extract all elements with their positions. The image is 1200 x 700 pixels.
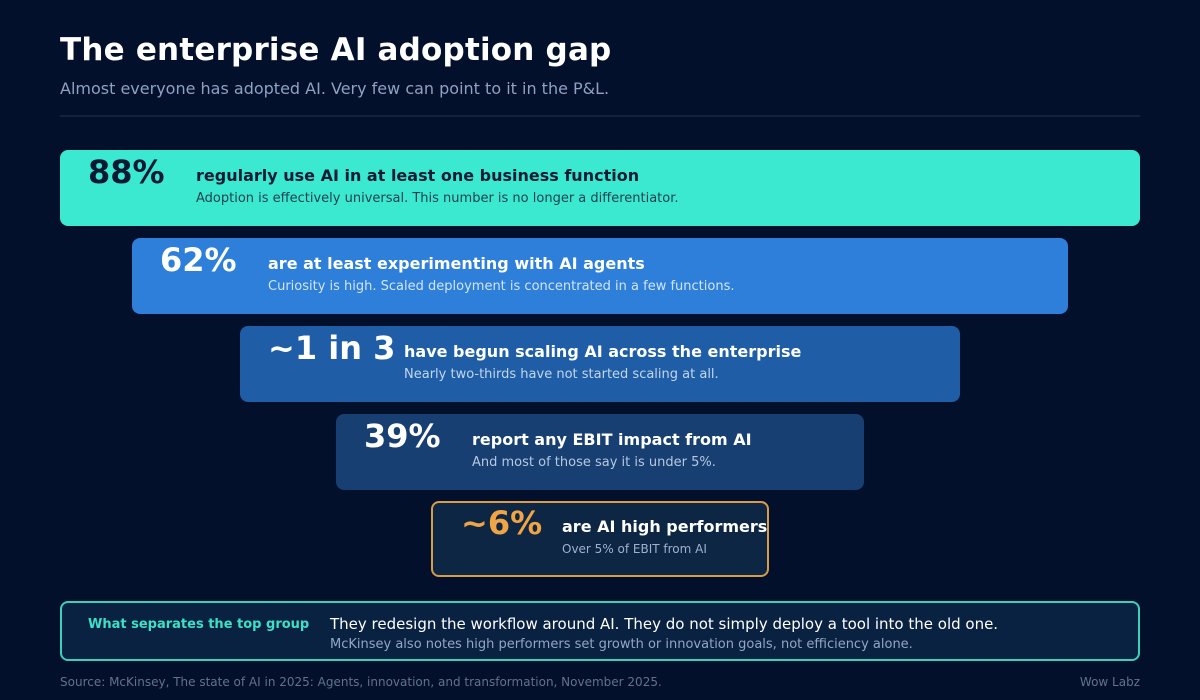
funnel-tier-scaling: ~1 in 3 have begun scaling AI across the… xyxy=(240,326,960,402)
page-title: The enterprise AI adoption gap xyxy=(60,32,612,68)
callout-label: What separates the top group xyxy=(88,617,310,632)
tier-stat: 62% xyxy=(160,241,237,279)
funnel-tier-ebit-impact: 39% report any EBIT impact from AI And m… xyxy=(336,414,864,490)
tier-description: And most of those say it is under 5%. xyxy=(472,455,716,470)
tier-headline: report any EBIT impact from AI xyxy=(472,430,752,449)
tier-description: Nearly two-thirds have not started scali… xyxy=(404,367,719,382)
funnel-tier-agents: 62% are at least experimenting with AI a… xyxy=(132,238,1068,314)
tier-headline: are at least experimenting with AI agent… xyxy=(268,254,645,273)
tier-stat: 88% xyxy=(88,153,165,191)
funnel-tier-high-performers: ~6% are AI high performers Over 5% of EB… xyxy=(431,501,769,577)
tier-headline: are AI high performers xyxy=(562,517,768,536)
tier-headline: regularly use AI in at least one busines… xyxy=(196,166,640,185)
insight-callout: What separates the top group They redesi… xyxy=(60,601,1140,661)
tier-headline: have begun scaling AI across the enterpr… xyxy=(404,342,802,361)
tier-stat: ~1 in 3 xyxy=(268,329,396,367)
tier-description: Over 5% of EBIT from AI xyxy=(562,542,707,556)
tier-description: Curiosity is high. Scaled deployment is … xyxy=(268,279,735,294)
tier-stat: ~6% xyxy=(461,504,543,542)
header-divider xyxy=(60,115,1140,117)
tier-stat: 39% xyxy=(364,417,441,455)
page-subtitle: Almost everyone has adopted AI. Very few… xyxy=(60,79,610,98)
callout-main-text: They redesign the workflow around AI. Th… xyxy=(330,615,999,633)
brand-credit: Wow Labz xyxy=(1079,675,1140,689)
callout-note: McKinsey also notes high performers set … xyxy=(330,637,913,652)
source-citation: Source: McKinsey, The state of AI in 202… xyxy=(60,675,662,689)
tier-description: Adoption is effectively universal. This … xyxy=(196,191,679,206)
funnel-tier-adoption: 88% regularly use AI in at least one bus… xyxy=(60,150,1140,226)
